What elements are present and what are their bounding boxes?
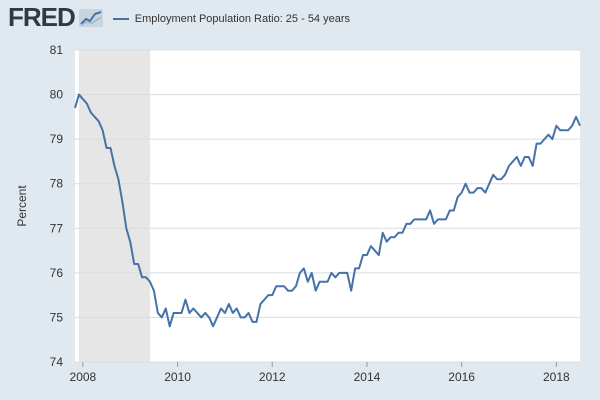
- y-tick-label: 77: [50, 221, 64, 235]
- y-tick-label: 76: [50, 266, 64, 280]
- y-tick-label: 74: [50, 355, 64, 369]
- recession-shading: [78, 50, 150, 362]
- y-tick-label: 78: [50, 177, 64, 191]
- legend-swatch: [112, 18, 129, 20]
- chart-header: FRED Employment Population Ratio: 25 - 5…: [8, 4, 350, 30]
- x-tick-label: 2016: [448, 370, 475, 384]
- series-line: [74, 93, 581, 328]
- y-axis-ticks: 74 75 76 77 78 79 80 81: [50, 43, 64, 369]
- x-tick-label: 2010: [164, 370, 191, 384]
- fred-logo[interactable]: FRED: [8, 2, 76, 32]
- x-tick-label: 2018: [543, 370, 570, 384]
- x-tick-label: 2012: [259, 370, 286, 384]
- y-tick-label: 79: [50, 132, 64, 146]
- x-tick-label: 2008: [70, 370, 97, 384]
- y-tick-label: 80: [50, 88, 64, 102]
- fred-chart-icon: [78, 9, 103, 27]
- y-tick-label: 75: [50, 310, 64, 324]
- plot-area: [75, 50, 580, 362]
- y-tick-label: 81: [50, 43, 64, 57]
- legend-label: Employment Population Ratio: 25 - 54 yea…: [134, 13, 351, 25]
- legend: Employment Population Ratio: 25 - 54 yea…: [112, 13, 351, 25]
- x-tick-label: 2014: [354, 370, 381, 384]
- y-axis-label: Percent: [15, 185, 29, 227]
- x-axis-ticks: 2008 2010 2012 2014 2016 2018: [70, 362, 570, 384]
- grid-lines: [75, 49, 580, 363]
